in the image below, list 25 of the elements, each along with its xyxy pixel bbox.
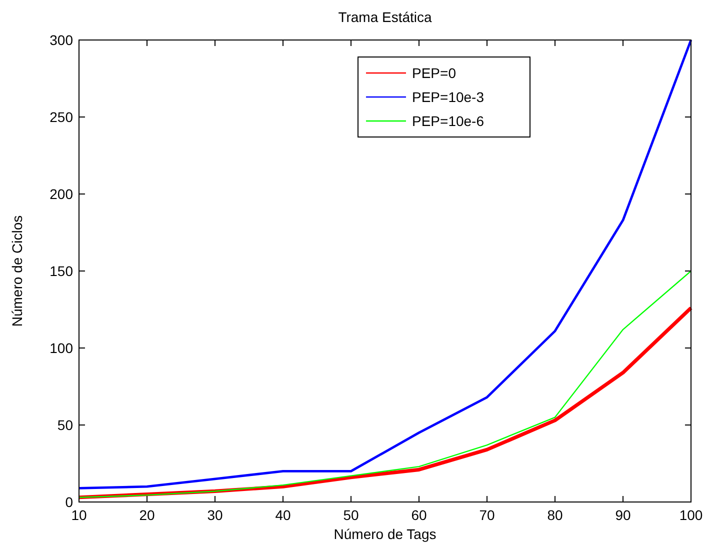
x-axis-title: Número de Tags	[334, 526, 436, 542]
y-tick-label: 200	[50, 186, 74, 202]
x-tick-label: 30	[207, 507, 223, 523]
x-tick-label: 70	[479, 507, 495, 523]
y-tick-label: 100	[50, 340, 74, 356]
y-tick-label: 0	[65, 494, 74, 510]
line-series	[78, 270, 692, 498]
y-tick-label: 150	[50, 263, 74, 279]
x-tick-label: 90	[615, 507, 631, 523]
x-tick-label: 60	[411, 507, 427, 523]
legend-label: PEP=10e-3	[412, 89, 484, 105]
x-tick-label: 10	[71, 507, 87, 523]
legend-label: PEP=0	[412, 65, 456, 81]
x-tick-label: 80	[547, 507, 563, 523]
y-axis-title: Número de Ciclos	[9, 215, 25, 327]
y-tick-label: 250	[50, 109, 74, 125]
line-series	[78, 38, 692, 490]
x-tick-label: 100	[679, 507, 703, 523]
x-tick-label: 20	[139, 507, 155, 523]
y-tick-label: 50	[57, 417, 74, 433]
x-tick-label: 40	[275, 507, 291, 523]
chart-title: Trama Estática	[338, 9, 432, 25]
x-tick-label: 50	[343, 507, 359, 523]
legend-label: PEP=10e-6	[412, 113, 484, 129]
y-tick-label: 300	[50, 32, 74, 48]
